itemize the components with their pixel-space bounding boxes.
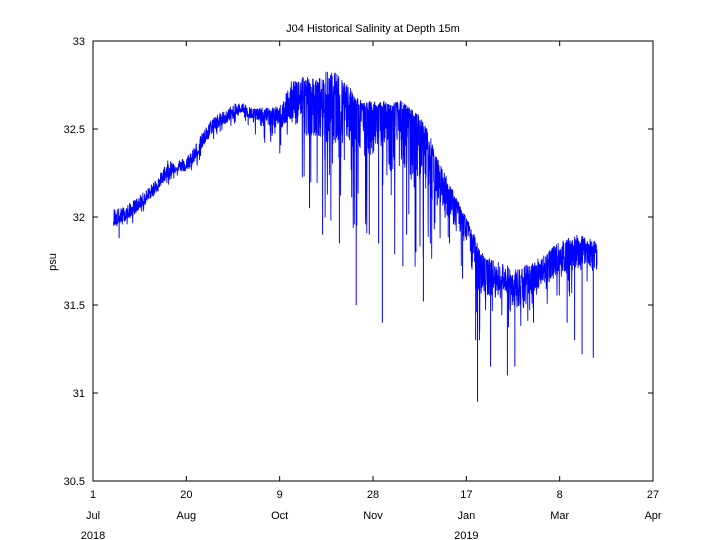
x-tick-day-label: 27: [647, 489, 659, 501]
y-tick-label: 31: [73, 388, 85, 400]
y-tick-label: 32: [73, 212, 85, 224]
x-tick-month-label: Oct: [271, 510, 288, 522]
series-line-0: [113, 71, 598, 333]
y-tick-label: 30.5: [64, 476, 85, 488]
series-salinity: [113, 71, 598, 402]
x-tick-year-label: 2018: [81, 530, 105, 540]
x-tick-month-label: Jan: [457, 510, 475, 522]
x-tick-day-label: 1: [90, 489, 96, 501]
y-tick-label: 31.5: [64, 300, 85, 312]
x-tick-day-label: 9: [277, 489, 283, 501]
x-tick-month-label: Jul: [86, 510, 100, 522]
x-tick-month-label: Nov: [363, 510, 383, 522]
x-tick-day-label: 8: [557, 489, 563, 501]
x-tick-day-label: 28: [367, 489, 379, 501]
y-tick-label: 33: [73, 36, 85, 48]
y-tick-label: 32.5: [64, 124, 85, 136]
x-tick-year-label: 2019: [454, 530, 478, 540]
plot-frame: [92, 40, 654, 482]
chart-title: J04 Historical Salinity at Depth 15m: [286, 23, 460, 35]
x-tick-month-label: Mar: [550, 510, 569, 522]
x-tick-month-label: Apr: [644, 510, 661, 522]
x-tick-day-label: 17: [460, 489, 472, 501]
y-axis-label: psu: [47, 253, 59, 271]
x-tick-month-label: Aug: [177, 510, 197, 522]
x-tick-day-label: 20: [180, 489, 192, 501]
